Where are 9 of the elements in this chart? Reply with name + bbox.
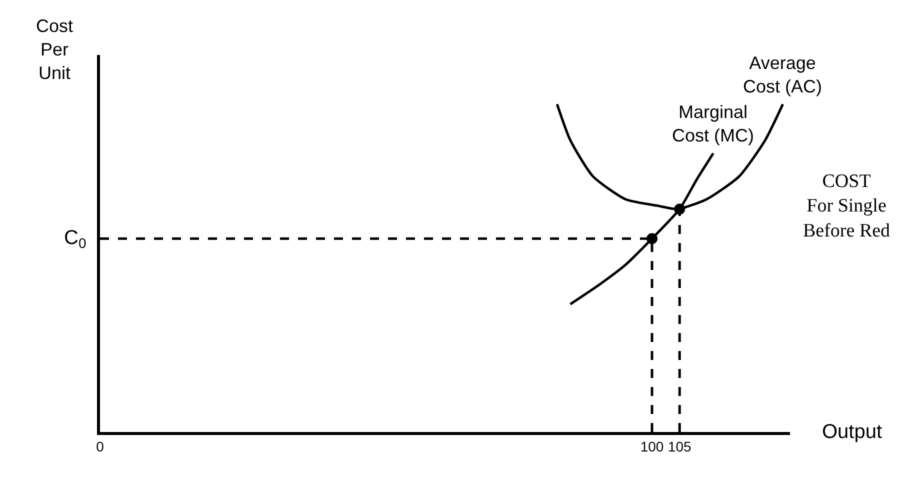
x-tick-label: 100 (640, 438, 664, 455)
x-tick-label: 105 (668, 438, 692, 455)
x-axis-title: Output (822, 421, 882, 443)
text: COST For Single Before Red (803, 171, 891, 242)
y-axis-title: Cost Per Unit (36, 16, 74, 83)
series-label: Marginal Cost (MC) (672, 102, 754, 146)
series-label: Average Cost (AC) (743, 53, 822, 96)
annotation: C$_{0}$ (64, 227, 86, 252)
x-tick-label: 0 (96, 438, 104, 455)
